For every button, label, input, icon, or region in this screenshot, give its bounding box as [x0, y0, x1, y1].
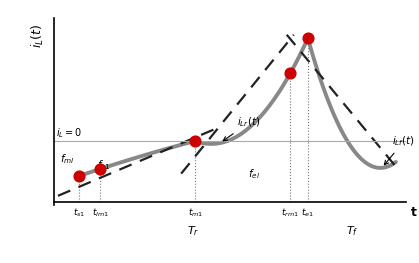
Text: $t_{m1}$: $t_{m1}$ [188, 207, 203, 219]
Point [76, 174, 83, 178]
Point [287, 71, 294, 75]
Text: $T_r$: $T_r$ [187, 224, 200, 237]
Text: $\mathbf{t}$: $\mathbf{t}$ [410, 206, 418, 219]
Text: $f_{s1}$: $f_{s1}$ [97, 158, 110, 171]
Text: $t_{s1}$: $t_{s1}$ [73, 207, 85, 219]
Text: $T_f$: $T_f$ [346, 224, 358, 237]
Text: $i_L=0$: $i_L=0$ [56, 127, 83, 140]
Text: $t_{e1}$: $t_{e1}$ [301, 207, 314, 219]
Point [97, 167, 103, 171]
Text: $f_{ml}$: $f_{ml}$ [60, 152, 75, 166]
Text: $i_{Lr}(t)$: $i_{Lr}(t)$ [223, 116, 261, 141]
Text: $f_{el}$: $f_{el}$ [248, 167, 260, 181]
Text: $t_{lm1}$: $t_{lm1}$ [92, 207, 109, 219]
Text: $i_{Lf}(t)$: $i_{Lf}(t)$ [384, 135, 415, 165]
Point [305, 36, 311, 40]
Point [192, 139, 199, 143]
Text: $t_{rm1}$: $t_{rm1}$ [282, 207, 299, 219]
Text: $\mathit{i}_L(t)$: $\mathit{i}_L(t)$ [30, 24, 46, 48]
